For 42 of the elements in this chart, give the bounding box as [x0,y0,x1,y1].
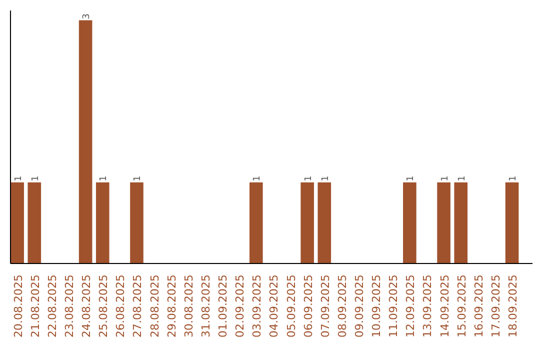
x-tick-label: 29.08.2025 [165,274,178,338]
x-tick-label: 17.09.2025 [489,274,502,338]
data-label: 1 [252,176,263,182]
data-label: 1 [133,176,144,182]
x-tick-label: 18.09.2025 [506,274,520,338]
x-tick-label: 06.09.2025 [302,274,315,338]
data-label: 1 [406,176,416,182]
data-label: 1 [304,176,314,182]
data-label: 1 [457,176,468,182]
x-tick-label: 15.09.2025 [455,274,468,338]
x-tick-label: 05.09.2025 [284,274,298,338]
data-label: 1 [14,176,24,182]
data-label: 1 [440,176,450,182]
data-label: 1 [99,176,110,182]
data-label: 1 [30,176,41,182]
x-tick-label: 13.09.2025 [421,274,434,338]
x-tick-label: 02.09.2025 [234,274,247,338]
x-tick-label: 14.09.2025 [438,274,452,338]
x-tick-label: 04.09.2025 [268,274,281,338]
x-tick-label: 20.08.2025 [12,274,25,338]
x-tick-label: 11.09.2025 [387,274,400,338]
x-tick-label: 24.08.2025 [80,274,94,338]
x-tick-label: 31.08.2025 [199,274,212,338]
x-tick-label: 07.09.2025 [318,274,332,338]
data-label: 1 [508,176,519,182]
data-label: 1 [320,176,331,182]
x-tick-label: 30.08.2025 [182,274,196,338]
x-tick-label: 28.08.2025 [148,274,162,338]
x-tick-label: 26.08.2025 [114,274,128,338]
x-tick-label: 10.09.2025 [370,274,384,338]
x-tick-label: 12.09.2025 [404,274,418,338]
x-tick-label: 27.08.2025 [131,274,144,338]
x-tick-label: 23.08.2025 [63,274,76,338]
x-tick-label: 03.09.2025 [250,274,264,338]
x-tick-label: 08.09.2025 [336,274,349,338]
data-label: 3 [82,13,92,20]
x-tick-label: 21.08.2025 [28,274,42,338]
x-tick-label: 25.08.2025 [97,274,110,338]
x-tick-label: 01.09.2025 [216,274,230,338]
x-tick-label: 09.09.2025 [353,274,366,338]
x-tick-label: 22.08.2025 [46,274,59,338]
x-tick-label: 16.09.2025 [472,274,486,338]
